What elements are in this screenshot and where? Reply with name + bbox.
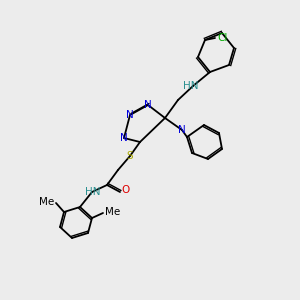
Text: N: N	[126, 110, 134, 120]
Text: Me: Me	[105, 207, 120, 217]
Text: HN: HN	[183, 81, 199, 91]
Text: O: O	[122, 185, 130, 195]
Text: Me: Me	[39, 197, 54, 207]
Text: N: N	[120, 133, 128, 143]
Text: S: S	[127, 151, 133, 161]
Text: Cl: Cl	[217, 33, 227, 43]
Text: N: N	[178, 125, 186, 135]
Text: HN: HN	[85, 187, 101, 197]
Text: N: N	[144, 100, 152, 110]
